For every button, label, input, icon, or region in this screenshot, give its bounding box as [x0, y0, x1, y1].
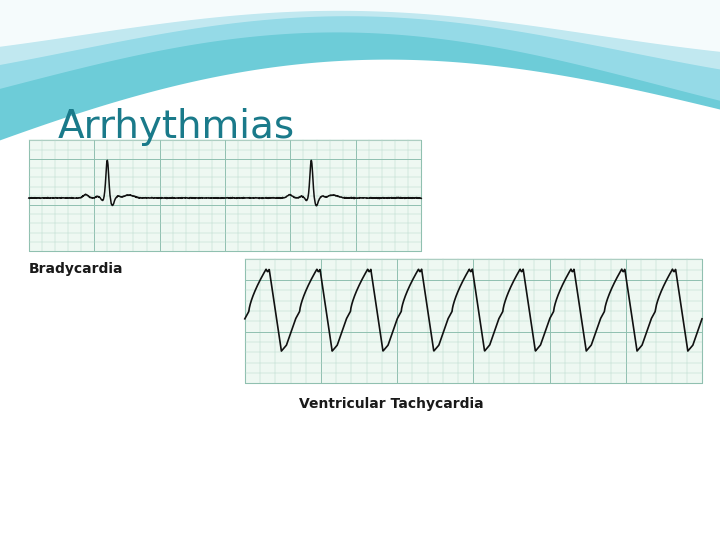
- FancyBboxPatch shape: [29, 140, 421, 251]
- Polygon shape: [0, 0, 720, 70]
- Text: Bradycardia: Bradycardia: [29, 262, 123, 276]
- Polygon shape: [0, 0, 720, 52]
- Polygon shape: [0, 0, 720, 140]
- Text: Ventricular Tachycardia: Ventricular Tachycardia: [299, 397, 483, 411]
- FancyBboxPatch shape: [245, 259, 702, 383]
- Text: Arrhythmias: Arrhythmias: [58, 108, 294, 146]
- Polygon shape: [0, 0, 720, 101]
